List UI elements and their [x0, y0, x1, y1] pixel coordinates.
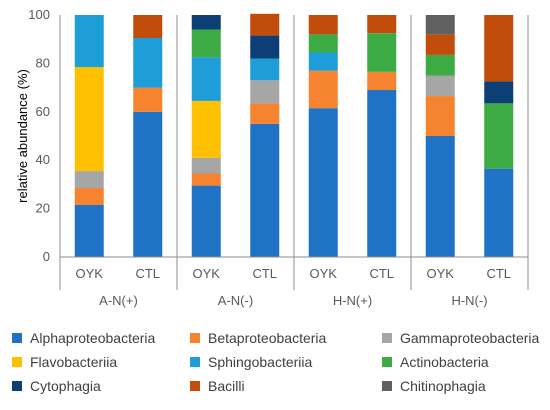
- legend-label: Gammaproteobacteria: [400, 330, 540, 346]
- legend-label: Alphaproteobacteria: [30, 330, 156, 346]
- bar-segment: [425, 75, 455, 97]
- legend-label: Actinobacteria: [400, 354, 489, 370]
- legend-swatch: [382, 381, 392, 391]
- bars: [74, 13, 514, 258]
- bar-segment: [191, 157, 221, 174]
- legend-label: Betaproteobacteria: [208, 330, 327, 346]
- legend-swatch: [190, 333, 200, 343]
- legend-swatch: [382, 333, 392, 343]
- bar-segment: [367, 33, 397, 72]
- bar-segment: [250, 35, 280, 59]
- legend-item: Betaproteobacteria: [190, 330, 326, 346]
- bar-segment: [191, 173, 221, 186]
- legend-label: Cytophagia: [30, 378, 101, 394]
- y-tick-label: 60: [36, 104, 50, 119]
- legend-item: Chitinophagia: [382, 378, 486, 394]
- x-tick-label: CTL: [135, 266, 160, 281]
- legend-label: Chitinophagia: [400, 378, 486, 394]
- x-tick-label: OYK: [310, 266, 338, 281]
- bar-segment: [250, 80, 280, 104]
- group-label: A-N(+): [99, 293, 138, 308]
- x-tick-label: CTL: [252, 266, 277, 281]
- bar-segment: [191, 185, 221, 257]
- x-tick-label: OYK: [193, 266, 221, 281]
- bar-segment: [133, 37, 163, 88]
- bar-segment: [250, 58, 280, 81]
- y-tick-label: 80: [36, 55, 50, 70]
- bar-segment: [425, 15, 455, 35]
- bar-segment: [74, 204, 104, 257]
- legend-item: Flavobacteriia: [12, 354, 117, 370]
- bar-segment: [308, 70, 338, 109]
- y-axis: 0 20 40 60 80 100: [28, 7, 50, 264]
- bar-segment: [367, 71, 397, 91]
- bar-segment: [425, 34, 455, 55]
- legend-item: Actinobacteria: [382, 354, 489, 370]
- legend-swatch: [190, 381, 200, 391]
- bar-segment: [425, 96, 455, 136]
- bar-segment: [367, 15, 397, 34]
- x-tick-label: OYK: [427, 266, 455, 281]
- legend-swatch: [190, 357, 200, 367]
- x-axis: OYK CTL OYK CTL OYK CTL OYK CTL A-N(+) A-N(-) H-N(…: [59, 15, 529, 308]
- x-tick-label: CTL: [369, 266, 394, 281]
- legend-item: Alphaproteobacteria: [12, 330, 155, 346]
- bar-segment: [191, 29, 221, 58]
- bar-segment: [250, 123, 280, 258]
- bar-segment: [133, 15, 163, 38]
- bar-segment: [484, 81, 514, 104]
- y-tick-label: 100: [28, 7, 50, 22]
- bar-segment: [250, 103, 280, 124]
- legend-item: Gammaproteobacteria: [382, 330, 539, 346]
- legend-label: Bacilli: [208, 378, 245, 394]
- group-label: A-N(-): [218, 293, 253, 308]
- bar-segment: [133, 87, 163, 112]
- bar-segment: [133, 111, 163, 257]
- bar-segment: [308, 34, 338, 53]
- bar-segment: [308, 108, 338, 257]
- y-tick-label: 20: [36, 201, 50, 216]
- bar-segment: [425, 136, 455, 257]
- legend-label: Sphingobacteriia: [208, 354, 313, 370]
- group-label: H-N(-): [451, 293, 487, 308]
- bar-segment: [191, 57, 221, 101]
- x-tick-label: OYK: [76, 266, 104, 281]
- bar-segment: [484, 103, 514, 169]
- legend-label: Flavobacteriia: [30, 354, 118, 370]
- bar-segment: [74, 188, 104, 205]
- bar-segment: [308, 52, 338, 71]
- bar-segment: [425, 54, 455, 76]
- bar-segment: [484, 15, 514, 82]
- legend-swatch: [12, 357, 22, 367]
- legend-swatch: [382, 357, 392, 367]
- bar-segment: [74, 171, 104, 189]
- bar-segment: [74, 67, 104, 172]
- group-label: H-N(+): [333, 293, 372, 308]
- bar-segment: [191, 15, 221, 30]
- y-tick-label: 0: [43, 249, 50, 264]
- legend-item: Sphingobacteriia: [190, 354, 312, 370]
- bar-segment: [250, 13, 280, 36]
- legend-item: Cytophagia: [12, 378, 101, 394]
- y-axis-title: relative abundance (%): [15, 69, 30, 203]
- legend-swatch: [12, 381, 22, 391]
- legend-swatch: [12, 333, 22, 343]
- legend-item: Bacilli: [190, 378, 245, 394]
- x-tick-label: CTL: [486, 266, 511, 281]
- bar-segment: [367, 90, 397, 258]
- bar-segment: [484, 168, 514, 257]
- bar-segment: [191, 100, 221, 158]
- bar-segment: [308, 15, 338, 35]
- y-tick-label: 40: [36, 152, 50, 167]
- bar-segment: [74, 15, 104, 68]
